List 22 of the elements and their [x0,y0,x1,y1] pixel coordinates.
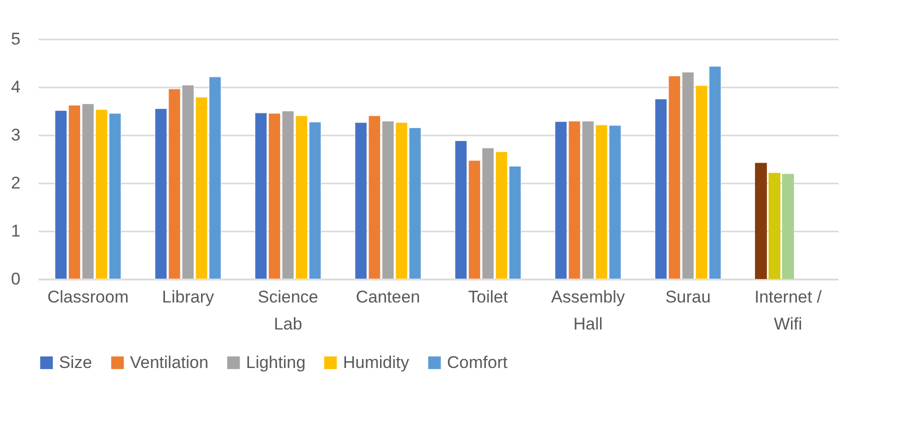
x-tick-label: Surau [665,288,711,306]
y-tick-label: 4 [11,78,20,96]
y-tick-label: 2 [11,174,20,192]
legend-label: Humidity [343,352,410,372]
y-tick-label: 1 [11,222,20,240]
legend-label: Ventilation [130,352,208,372]
y-tick-label: 0 [11,270,20,288]
x-tick-label: Toilet [468,288,508,306]
x-tick-label: Library [162,288,214,306]
bar [782,174,794,279]
bar [755,162,767,279]
bar [768,172,780,279]
x-tick-label: Assembly Hall [551,288,626,334]
y-tick-label: 3 [11,126,20,144]
legend-label: Lighting [246,352,306,372]
x-tick-label: Classroom [47,288,129,306]
legend-label: Comfort [447,352,508,372]
x-tick-label: Internet / Wifi [754,288,822,334]
x-tick-label: Canteen [356,288,420,306]
legend-label: Size [59,352,92,372]
y-tick-label: 5 [11,30,20,48]
x-tick-label: Science Lab [258,288,318,334]
